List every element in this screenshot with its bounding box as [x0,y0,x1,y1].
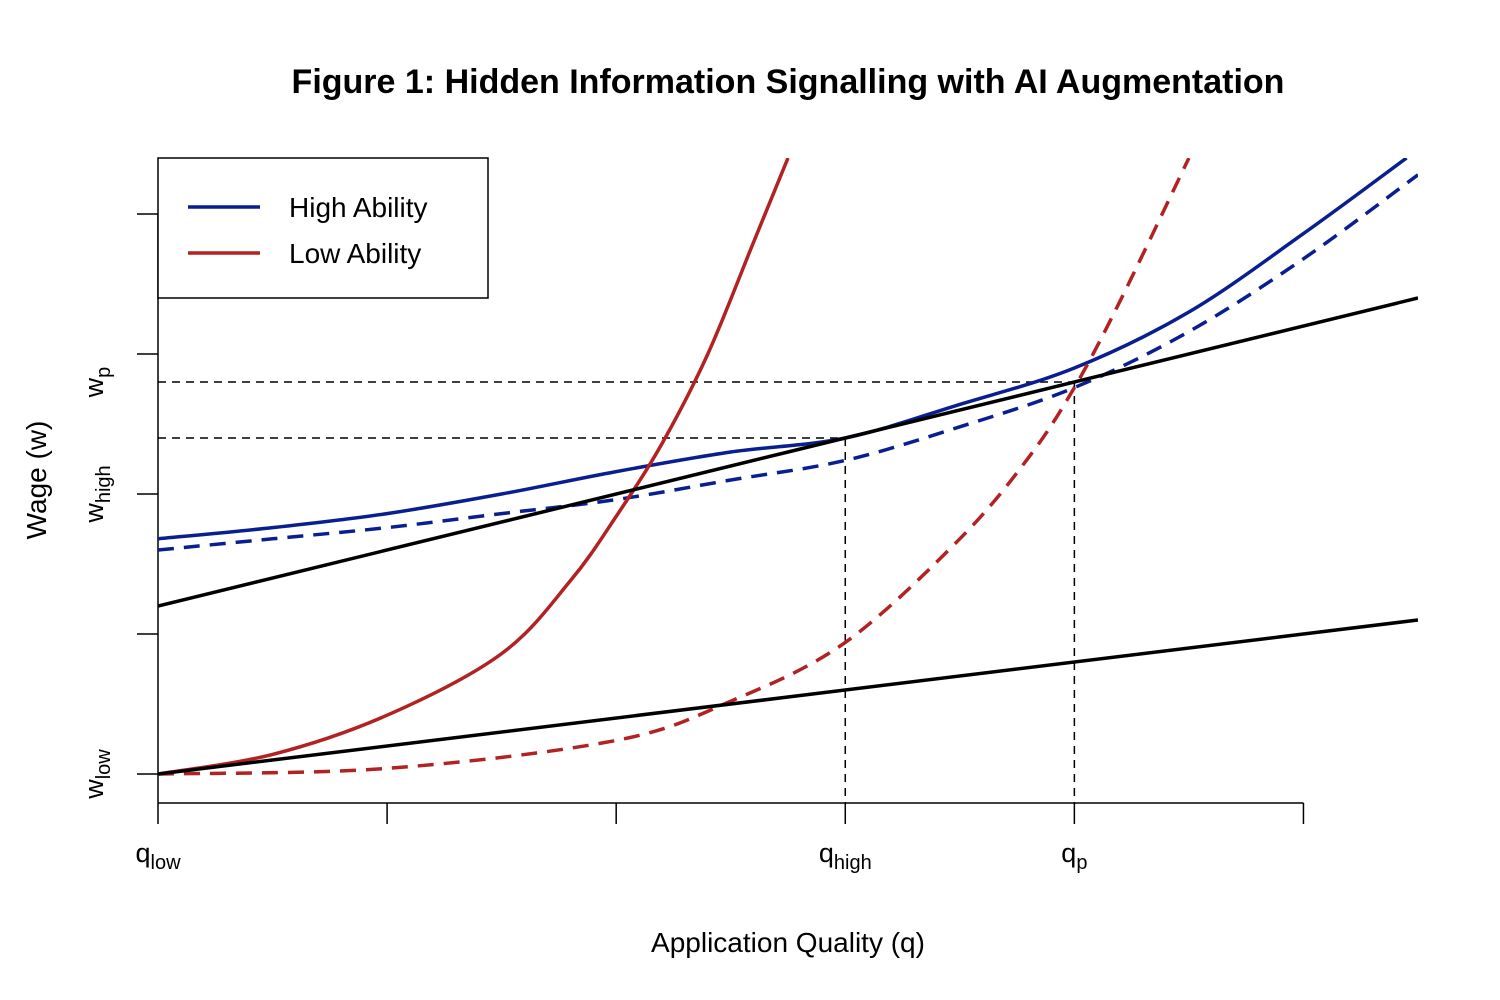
axes: qlow qhigh qp wlow whigh wp [79,213,1305,874]
series-wage-line-lower [158,618,1418,776]
chart-title: Figure 1: Hidden Information Signalling … [292,63,1285,101]
reference-lines [158,381,1076,803]
y-tick-label-w-high: whigh [79,465,115,523]
y-axis-label: Wage (w) [21,421,52,540]
legend-label-low-ability: Low Ability [289,238,421,269]
x-axis-label: Application Quality (q) [651,927,925,958]
plot-area [158,158,1418,776]
series-low-ability-curve [158,158,790,776]
series-high-ability-curve [158,158,1408,541]
x-tick-label-q-p: qp [1061,838,1087,874]
x-tick-label-q-high: qhigh [819,838,872,874]
legend-box [157,157,489,299]
legend: High Ability Low Ability [157,157,489,299]
y-tick-label-w-low: wlow [79,749,115,800]
x-tick-label-q-low: qlow [135,838,181,874]
series-low-ability-ai-curve [158,158,1191,776]
series-wage-line-upper [158,296,1418,608]
series-high-ability-ai-curve [158,173,1418,552]
y-tick-label-w-p: wp [79,367,115,399]
legend-label-high-ability: High Ability [289,192,428,223]
